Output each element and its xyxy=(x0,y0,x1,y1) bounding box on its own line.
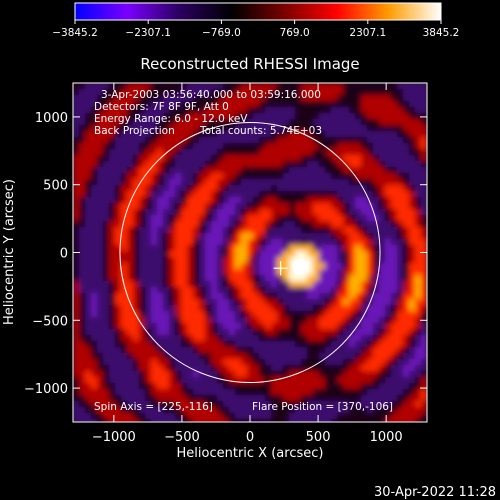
colorbar-gradient xyxy=(74,2,442,21)
colorbar: −3845.2 −2307.1 −769.0 769.0 2307.1 3845.2 xyxy=(52,2,459,39)
x-tick-label: −500 xyxy=(164,430,200,445)
colorbar-ticks: −3845.2 −2307.1 −769.0 769.0 2307.1 3845.2 xyxy=(52,20,459,39)
axis-ticks xyxy=(73,83,427,422)
flare-core xyxy=(292,258,309,275)
annotation-counts: Total counts: 5.74E+03 xyxy=(199,125,322,137)
y-tick-label: −500 xyxy=(32,314,68,329)
footer-timestamp: 30-Apr-2022 11:28 xyxy=(374,485,496,500)
colorbar-tick-label: 3845.2 xyxy=(423,27,460,39)
x-tick-label: 1000 xyxy=(370,430,403,445)
chart-title: Reconstructed RHESSI Image xyxy=(140,55,359,73)
colorbar-tick-label: 769.0 xyxy=(280,27,310,39)
x-tick-label: −1000 xyxy=(92,430,136,445)
annotation-flare-position: Flare Position = [370,-106] xyxy=(252,401,393,413)
plot-area xyxy=(72,82,428,423)
solar-limb-circle xyxy=(119,121,381,384)
y-tick-labels: −1000 −500 0 500 1000 xyxy=(24,111,68,397)
x-tick-labels: −1000 −500 0 500 1000 xyxy=(92,430,403,445)
x-axis-label: Heliocentric X (arcsec) xyxy=(177,446,324,461)
colorbar-tick-label: −3845.2 xyxy=(52,27,98,39)
y-tick-label: 0 xyxy=(60,247,68,262)
y-axis-label: Heliocentric Y (arcsec) xyxy=(2,179,17,325)
annotation-spin-axis: Spin Axis = [225,-116] xyxy=(94,401,213,413)
y-tick-label: −1000 xyxy=(24,382,68,397)
colorbar-tick-label: −2307.1 xyxy=(125,27,171,39)
annotations: 3-Apr-2003 03:56:40.000 to 03:59:16.000 … xyxy=(94,89,393,413)
annotation-time-range: 3-Apr-2003 03:56:40.000 to 03:59:16.000 xyxy=(101,89,321,101)
y-tick-label: 1000 xyxy=(35,111,68,126)
annotation-energy: Energy Range: 6.0 - 12.0 keV xyxy=(94,113,248,125)
heatmap-cells xyxy=(73,83,427,422)
colorbar-tick-label: 2307.1 xyxy=(349,27,386,39)
annotation-method: Back Projection xyxy=(94,125,175,137)
spin-axis-marker xyxy=(273,261,288,276)
colorbar-tick-label: −769.0 xyxy=(202,27,241,39)
y-tick-label: 500 xyxy=(43,179,68,194)
heatmap-image xyxy=(73,83,427,422)
x-tick-label: 0 xyxy=(246,430,254,445)
annotation-detectors: Detectors: 7F 8F 9F, Att 0 xyxy=(94,101,229,113)
x-tick-label: 500 xyxy=(306,430,331,445)
